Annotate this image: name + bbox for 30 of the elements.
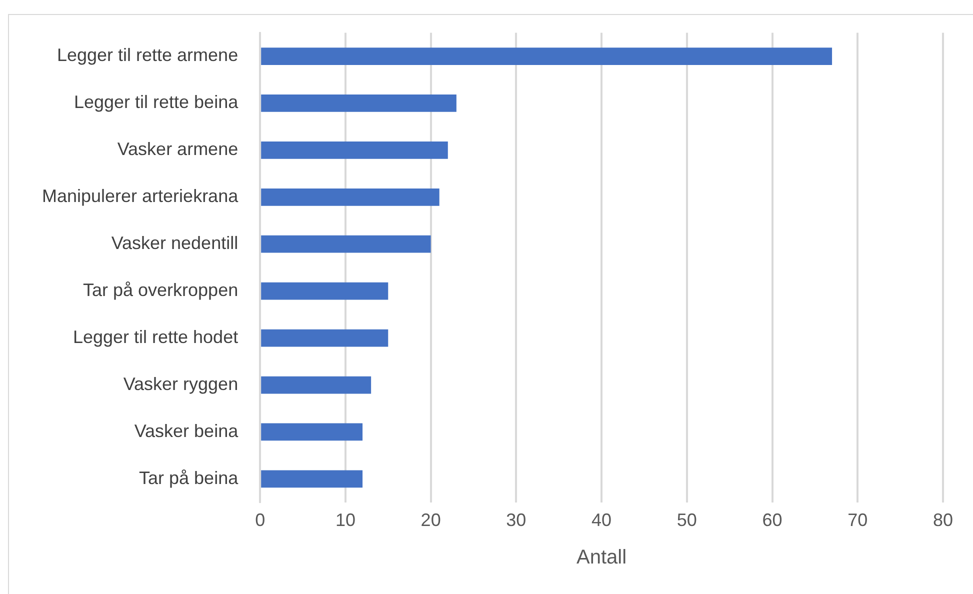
bar [261,94,456,112]
bar [261,423,363,441]
x-tick-label: 20 [420,510,441,530]
y-tick-label: Legger til rette hodet [72,327,238,348]
bar [261,376,372,394]
y-tick-label: Tar på beina [139,468,240,488]
bar [261,329,388,347]
bar [261,282,388,300]
x-tick-label: 80 [932,510,954,530]
bar [261,48,832,65]
x-tick-label: 30 [506,510,526,530]
x-tick-label: 10 [335,510,356,530]
x-tick-label: 40 [592,510,612,530]
y-tick-label: Legger til rette beina [74,92,240,112]
y-tick-label: Vasker ryggen [123,374,238,394]
y-tick-label: Legger til rette armene [56,45,238,66]
x-axis-title: Antall [576,546,627,569]
bar [261,235,431,253]
x-tick-label: 70 [848,510,868,530]
bar [261,142,448,159]
y-tick-label: Tar på overkroppen [83,280,238,300]
x-tick-label: 60 [762,510,782,530]
y-tick-label: Vasker beina [134,420,240,441]
y-tick-label: Manipulerer arteriekrana [42,186,240,206]
y-tick-label: Vasker armene [117,139,238,160]
x-tick-label: 0 [255,510,266,530]
y-tick-label: Vasker nedentill [111,233,238,254]
bar [261,188,440,206]
bar [261,470,363,488]
x-tick-label: 50 [676,510,697,530]
